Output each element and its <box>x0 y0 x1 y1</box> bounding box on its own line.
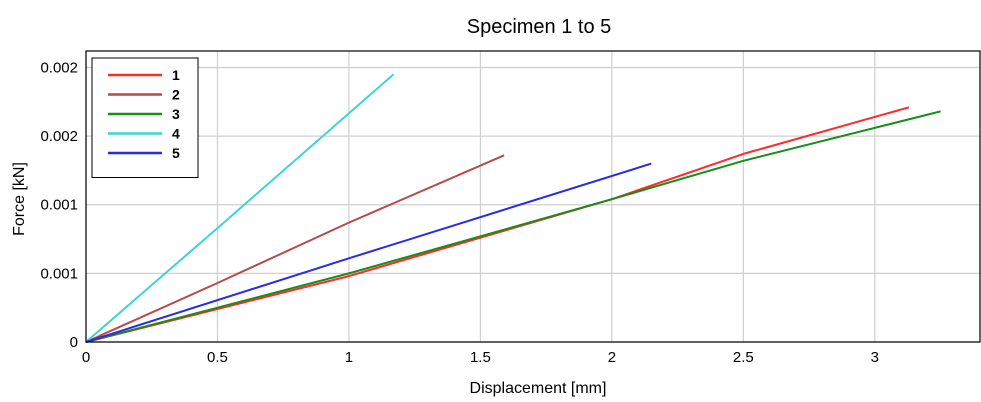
plot-frame <box>85 50 981 343</box>
x-tick-label: 0.5 <box>207 349 228 366</box>
legend-box <box>91 57 199 178</box>
y-tick-label: 0 <box>70 334 78 351</box>
x-tick-label: 1.5 <box>470 349 491 366</box>
y-axis-label: Force [kN] <box>11 162 28 236</box>
legend-label-3: 3 <box>172 106 180 122</box>
y-tick-label: 0.002 <box>40 128 78 145</box>
legend-label-4: 4 <box>172 126 180 142</box>
x-tick-label: 1 <box>345 349 353 366</box>
series-line-5 <box>85 162 652 343</box>
y-tick-label: 0.001 <box>40 197 78 214</box>
x-axis-ticks: 0 0.5 1 1.5 2 2.5 3 <box>82 349 879 366</box>
chart-title: Specimen 1 to 5 <box>467 16 612 38</box>
x-axis-label: Displacement [mm] <box>470 380 607 397</box>
legend-label-2: 2 <box>172 87 180 103</box>
legend: 1 2 3 4 5 <box>91 57 199 178</box>
series-line-2 <box>85 154 505 343</box>
legend-label-1: 1 <box>172 67 180 83</box>
y-tick-label: 0.001 <box>40 265 78 282</box>
x-tick-label: 3 <box>871 349 879 366</box>
x-tick-label: 0 <box>82 349 90 366</box>
series-line-4 <box>85 73 395 343</box>
series-line-3 <box>85 110 941 343</box>
legend-label-5: 5 <box>172 145 180 161</box>
series-line-1 <box>85 106 910 343</box>
grid <box>85 51 980 343</box>
x-tick-label: 2 <box>608 349 616 366</box>
series-layer <box>85 73 941 343</box>
y-tick-label: 0.002 <box>40 59 78 76</box>
y-axis-ticks: 0 0.001 0.001 0.002 0.002 <box>40 59 78 351</box>
x-tick-label: 2.5 <box>733 349 754 366</box>
